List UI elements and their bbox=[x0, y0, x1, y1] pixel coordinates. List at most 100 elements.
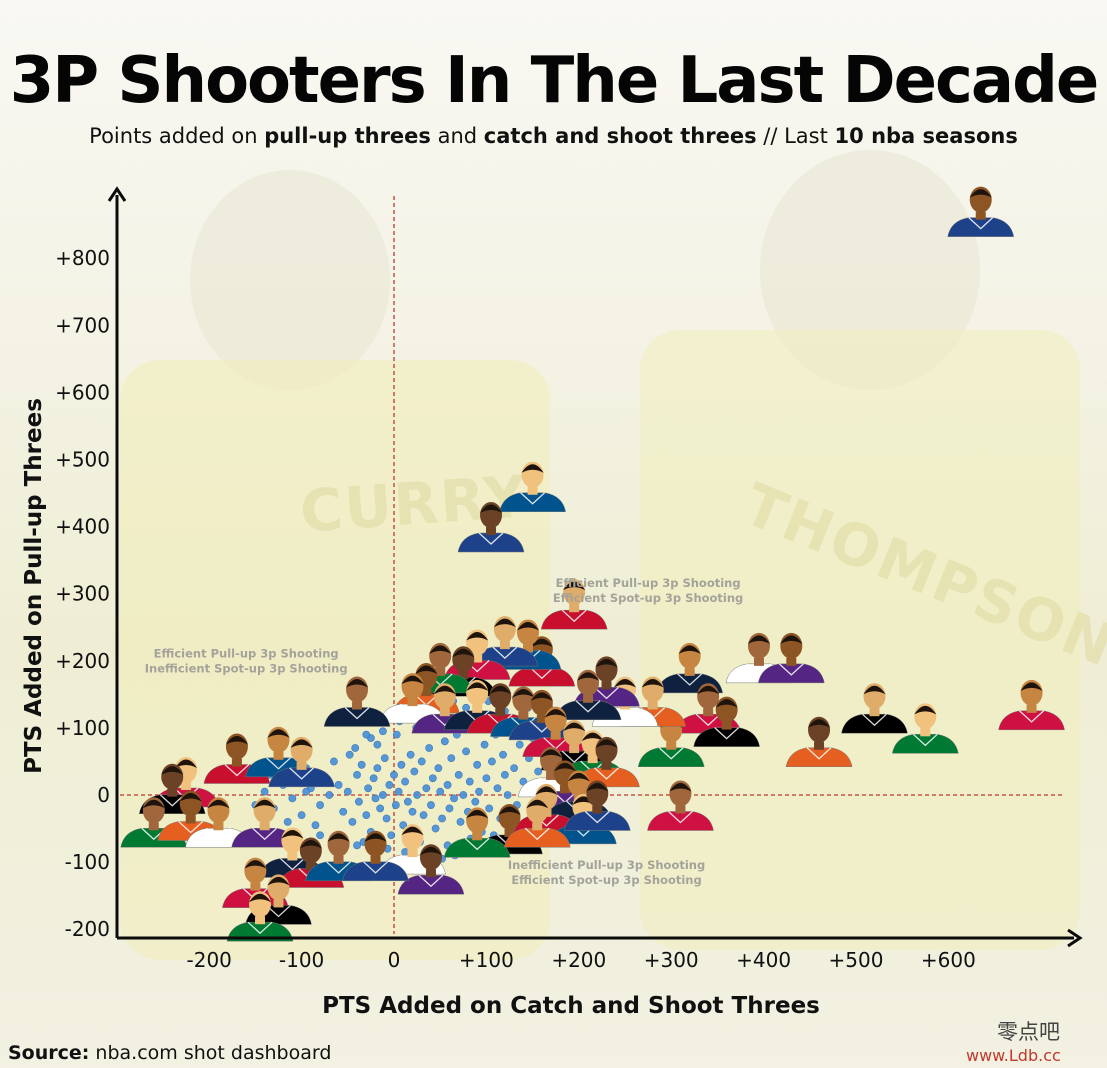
player-hair bbox=[614, 678, 636, 688]
player-jersey-trim bbox=[561, 750, 587, 763]
player-hair bbox=[498, 806, 521, 815]
player-neck bbox=[684, 667, 695, 676]
data-point bbox=[419, 811, 428, 820]
player-neck bbox=[435, 667, 446, 676]
player-hair bbox=[516, 621, 539, 631]
data-point bbox=[357, 760, 366, 769]
player-neck bbox=[472, 654, 483, 663]
player-neck bbox=[185, 815, 196, 824]
player-neck bbox=[425, 869, 436, 878]
player-hair bbox=[401, 826, 424, 836]
data-point bbox=[443, 781, 452, 789]
player-icon-series bbox=[120, 186, 1065, 942]
player-neck bbox=[352, 701, 363, 710]
tick-labels: -200 -100 0 +100 +200 +300 +400 +500 +600 -200 -10… bbox=[55, 246, 976, 972]
player-jersey-trim bbox=[968, 217, 994, 230]
player-jersey-trim bbox=[224, 764, 250, 777]
quadrant-label-line2: Inefficient Spot-up 3p Shooting bbox=[145, 661, 348, 675]
data-point bbox=[485, 804, 494, 813]
axes bbox=[107, 186, 1083, 948]
data-point bbox=[394, 787, 403, 796]
player-jersey bbox=[323, 707, 391, 727]
page-title: 3P Shooters In The Last Decade bbox=[9, 44, 1100, 118]
y-axis-title: PTS Added on Pull-up Threes bbox=[21, 398, 47, 774]
player-hair bbox=[530, 692, 553, 701]
player-headshot-marker bbox=[226, 891, 294, 942]
data-point bbox=[471, 797, 480, 806]
data-point bbox=[288, 794, 297, 803]
data-point bbox=[462, 703, 470, 712]
player-jersey-trim bbox=[524, 827, 550, 841]
data-point bbox=[283, 817, 292, 826]
player-jersey-trim bbox=[1019, 710, 1044, 723]
player-headshot-marker bbox=[231, 797, 298, 848]
player-hair bbox=[563, 581, 586, 591]
player-hair bbox=[747, 635, 770, 644]
player-hair bbox=[512, 689, 535, 698]
data-point bbox=[459, 791, 468, 799]
player-neck bbox=[666, 741, 677, 750]
player-jersey-trim bbox=[159, 794, 185, 807]
player-hair bbox=[466, 682, 489, 691]
player-hair bbox=[207, 799, 230, 809]
watermark-text: 零点吧 bbox=[997, 1020, 1060, 1044]
data-point bbox=[387, 831, 396, 840]
y-tick-label: +100 bbox=[55, 716, 110, 740]
data-point bbox=[348, 817, 357, 826]
player-hair bbox=[563, 722, 586, 732]
player-headshot-marker bbox=[379, 673, 446, 724]
player-hair bbox=[364, 833, 387, 842]
data-point bbox=[510, 764, 519, 773]
player-neck bbox=[472, 704, 483, 713]
data-point bbox=[382, 814, 391, 823]
player-headshot-marker bbox=[443, 807, 511, 858]
player-headshot-marker bbox=[342, 830, 409, 882]
data-point bbox=[534, 767, 543, 776]
player-neck bbox=[1026, 704, 1037, 713]
data-point bbox=[440, 737, 449, 746]
data-point bbox=[399, 821, 408, 830]
data-point bbox=[406, 750, 415, 759]
player-neck bbox=[407, 698, 418, 707]
player-hair bbox=[521, 464, 544, 473]
player-neck bbox=[786, 657, 797, 666]
player-headshot-marker bbox=[693, 696, 760, 747]
player-neck bbox=[305, 862, 316, 871]
watermark-url[interactable]: www.Ldb.cc bbox=[966, 1046, 1061, 1065]
player-neck bbox=[486, 527, 497, 536]
player-headshot-marker bbox=[998, 679, 1065, 731]
data-point bbox=[465, 777, 474, 786]
player-jersey bbox=[637, 747, 705, 767]
player-hair bbox=[281, 829, 304, 839]
y-tick-label: -100 bbox=[65, 850, 110, 874]
y-tick-label: +500 bbox=[55, 448, 110, 472]
player-jersey-trim bbox=[594, 767, 619, 780]
player-neck bbox=[675, 805, 686, 814]
y-tick-label: +400 bbox=[55, 515, 110, 539]
y-tick-label: +700 bbox=[55, 313, 110, 337]
player-hair bbox=[1020, 682, 1043, 691]
player-neck bbox=[250, 882, 261, 891]
player-headshot-marker bbox=[891, 703, 959, 754]
player-jersey-trim bbox=[289, 767, 315, 780]
player-neck bbox=[148, 822, 159, 831]
data-point bbox=[417, 757, 426, 766]
quadrant-label-line1: Efficient Pull-up 3p Shooting bbox=[556, 576, 741, 590]
data-point bbox=[379, 727, 387, 736]
data-point bbox=[462, 747, 470, 756]
player-neck bbox=[167, 788, 178, 797]
player-neck bbox=[181, 782, 192, 790]
subtitle-text-3: // Last bbox=[756, 124, 835, 148]
player-neck bbox=[753, 657, 764, 666]
data-point bbox=[454, 770, 463, 779]
y-tick-label: +300 bbox=[55, 582, 110, 606]
player-jersey-trim bbox=[520, 492, 546, 505]
player-neck bbox=[550, 731, 561, 740]
subtitle-bold-3: 10 nba seasons bbox=[834, 124, 1018, 148]
player-neck bbox=[601, 681, 612, 690]
player-neck bbox=[546, 771, 557, 780]
player-neck bbox=[703, 708, 714, 717]
quadrant-label-line1: Efficient Pull-up 3p Shooting bbox=[154, 646, 339, 660]
player-jersey-trim bbox=[529, 666, 555, 680]
player-hair bbox=[567, 772, 590, 782]
